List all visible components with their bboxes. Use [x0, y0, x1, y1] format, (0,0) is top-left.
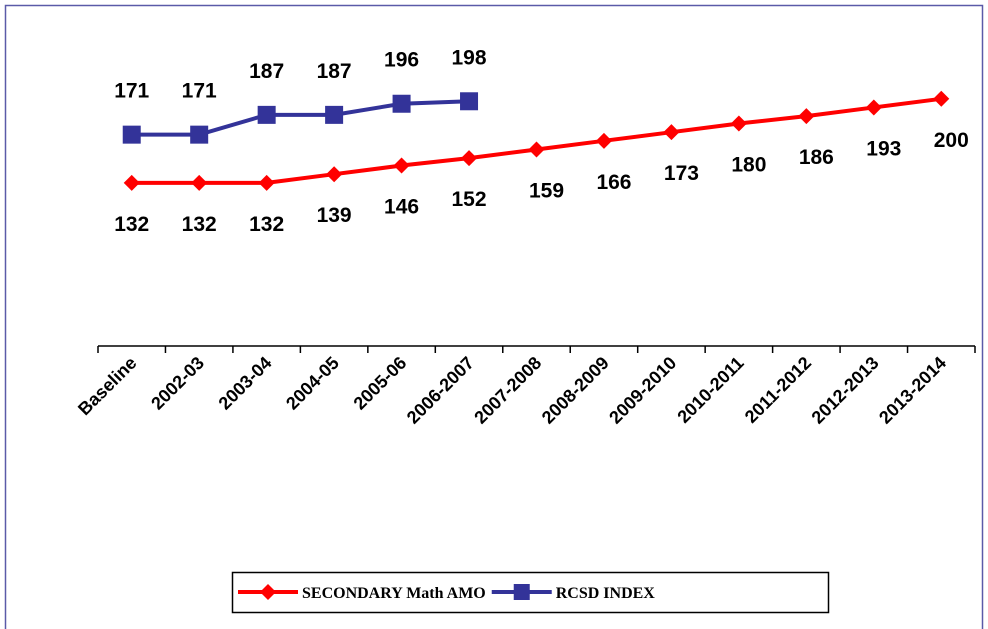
- x-tick-label: 2002-03: [147, 353, 208, 414]
- data-label: 146: [384, 196, 419, 219]
- x-tick-label: 2010-2011: [673, 353, 747, 427]
- data-point: [730, 115, 747, 132]
- chart-frame: [4, 4, 984, 629]
- x-tick-label: 2007-2008: [470, 353, 545, 428]
- legend-label: RCSD INDEX: [556, 585, 656, 602]
- data-point: [326, 166, 343, 183]
- legend-marker: [513, 584, 530, 600]
- legend: SECONDARY Math AMO RCSD INDEX: [231, 571, 830, 614]
- legend-label: SECONDARY Math AMO: [302, 585, 486, 602]
- data-point: [257, 105, 276, 124]
- data-label: 193: [866, 137, 901, 160]
- data-point: [933, 90, 950, 107]
- data-point: [865, 99, 882, 116]
- data-point: [528, 141, 545, 158]
- data-point: [258, 174, 275, 191]
- data-label: 171: [114, 80, 149, 103]
- data-point: [123, 174, 140, 191]
- data-point: [798, 108, 815, 125]
- data-label: 171: [182, 80, 217, 103]
- x-tick-label: 2011-2012: [741, 353, 815, 427]
- data-label: 173: [664, 162, 699, 185]
- x-tick-label: 2004-05: [282, 353, 343, 414]
- data-label: 152: [452, 188, 487, 211]
- data-point: [191, 174, 208, 191]
- data-point: [393, 157, 410, 174]
- x-tick-label: 2013-2014: [875, 353, 950, 428]
- data-label: 187: [249, 60, 284, 83]
- data-point: [122, 125, 141, 144]
- x-tick-label: 2012-2013: [808, 353, 883, 428]
- data-label: 198: [452, 46, 487, 69]
- data-label: 166: [596, 171, 631, 194]
- series-line: [131, 96, 942, 185]
- data-label: 132: [249, 213, 284, 236]
- data-point: [325, 105, 344, 124]
- data-point: [663, 124, 680, 141]
- data-point: [392, 94, 411, 113]
- data-point: [460, 92, 479, 111]
- data-label: 159: [529, 179, 564, 202]
- legend-marker: [260, 584, 276, 600]
- x-tick-label: 2008-2009: [538, 353, 613, 428]
- data-label: 187: [317, 60, 352, 83]
- data-label: 180: [731, 154, 766, 177]
- data-point: [595, 132, 612, 149]
- x-tick-label: 2005-06: [350, 353, 411, 414]
- x-tick-label: Baseline: [74, 353, 141, 420]
- data-label: 139: [317, 204, 352, 227]
- x-tick-label: 2006-2007: [403, 353, 478, 428]
- data-label: 196: [384, 49, 419, 72]
- x-tick-label: 2003-04: [215, 353, 276, 414]
- x-tick-label: 2009-2010: [605, 353, 680, 428]
- data-label: 186: [799, 146, 834, 169]
- data-label: 132: [182, 213, 217, 236]
- data-point: [190, 125, 209, 144]
- data-point: [461, 150, 478, 167]
- data-label: 200: [934, 129, 969, 152]
- series-line: [131, 99, 470, 137]
- data-label: 132: [114, 213, 149, 236]
